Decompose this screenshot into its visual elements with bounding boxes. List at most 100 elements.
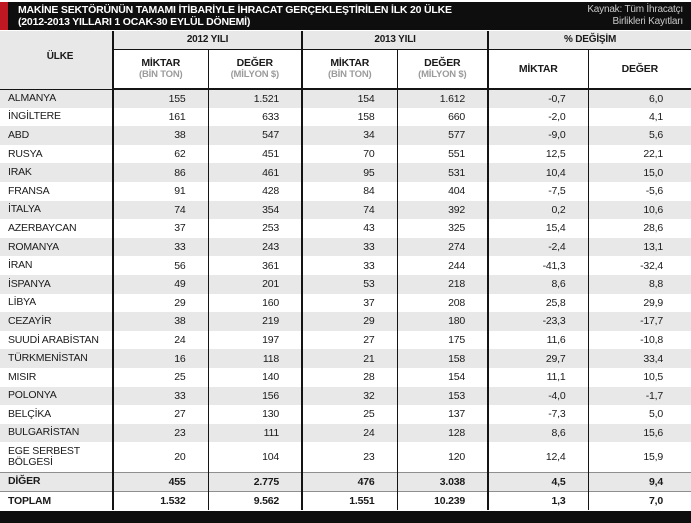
table-row: IRAK 86 461 95 531 10,4 15,0 [0, 163, 691, 182]
value-cell: 16 [112, 349, 208, 368]
value-cell: 161 [112, 107, 208, 127]
country-cell: EGE SERBEST BÖLGESİ [8, 445, 80, 469]
value-cell: 91 [112, 181, 208, 201]
value-cell: 21 [301, 349, 398, 368]
value-cell: 5,6 [587, 126, 691, 145]
country-cell: İTALYA [8, 203, 41, 216]
value-cell: -41,3 [487, 256, 589, 275]
value-cell: 11,6 [487, 330, 589, 350]
value-cell: 451 [207, 144, 303, 164]
value-cell: 6,0 [587, 89, 691, 108]
subheader-change-deger: DEĞER [587, 49, 691, 90]
table-row: MISIR 25 140 28 154 11,1 10,5 [0, 367, 691, 387]
country-cell: LİBYA [8, 296, 36, 309]
subheader-change-miktar: MİKTAR [487, 49, 589, 90]
value-cell: 153 [396, 386, 489, 406]
group-header-2013: 2013 YILI [301, 31, 489, 50]
country-cell: BELÇİKA [8, 407, 51, 420]
value-cell: 74 [301, 200, 398, 220]
country-cell: RUSYA [8, 147, 43, 160]
value-cell: 11,1 [487, 367, 589, 387]
value-cell: 218 [396, 274, 489, 294]
report-title: MAKİNE SEKTÖRÜNÜN TAMAMI İTİBARİYLE İHRA… [18, 4, 452, 28]
country-cell: TÜRKMENİSTAN [8, 352, 88, 365]
bottom-bar [0, 511, 691, 523]
subheader-label: DEĞER [424, 57, 461, 70]
source-line-1: Kaynak: Tüm İhracatçı [587, 4, 683, 15]
value-cell: -7,5 [487, 181, 589, 201]
value-cell: 15,4 [487, 219, 589, 238]
value-cell: 531 [396, 163, 489, 182]
country-column-header: ÜLKE [0, 31, 113, 90]
value-cell: 547 [207, 126, 303, 145]
value-cell: 8,8 [587, 274, 691, 294]
value-cell: 24 [112, 330, 208, 350]
subheader-2013-deger: DEĞER (MİLYON $) [396, 49, 489, 90]
value-cell: 137 [396, 405, 489, 424]
export-table: ÜLKE 2012 YILI 2013 YILI % DEĞİŞİM MİKTA… [0, 31, 691, 511]
value-cell: 43 [301, 219, 398, 238]
subheader-label: DEĞER [621, 62, 659, 75]
subheader-2012-miktar: MİKTAR (BİN TON) [112, 49, 208, 90]
country-cell: ALMANYA [8, 92, 57, 105]
value-cell: 38 [112, 126, 208, 145]
value-cell: 404 [396, 181, 489, 201]
value-cell: 274 [396, 237, 489, 257]
source-line-2: Birlikleri Kayıtları [612, 16, 684, 27]
value-cell: 53 [301, 274, 398, 294]
subheader-label: MİKTAR [141, 57, 181, 70]
value-cell: 2.775 [207, 472, 303, 492]
value-cell: 1.551 [301, 491, 398, 511]
value-cell: 158 [301, 107, 398, 127]
value-cell: 10,5 [587, 367, 691, 387]
table-row: RUSYA 62 451 70 551 12,5 22,1 [0, 144, 691, 164]
value-cell: 29 [301, 312, 398, 331]
table-row: FRANSA 91 428 84 404 -7,5 -5,6 [0, 181, 691, 201]
subheader-2012-deger: DEĞER (MİLYON $) [207, 49, 303, 90]
value-cell: 551 [396, 144, 489, 164]
title-bar: MAKİNE SEKTÖRÜNÜN TAMAMI İTİBARİYLE İHRA… [0, 2, 691, 30]
value-cell: 33 [112, 386, 208, 406]
value-cell: 86 [112, 163, 208, 182]
value-cell: 10.239 [396, 491, 489, 511]
table-row: TÜRKMENİSTAN 16 118 21 158 29,7 33,4 [0, 349, 691, 368]
table-row: ALMANYA 155 1.521 154 1.612 -0,7 6,0 [0, 89, 691, 108]
value-cell: 23 [301, 442, 398, 473]
value-cell: -0,7 [487, 89, 589, 108]
value-cell: 8,6 [487, 274, 589, 294]
value-cell: 15,6 [587, 423, 691, 443]
table-body: ALMANYA 155 1.521 154 1.612 -0,7 6,0 İNGİLTERE 1… [0, 89, 691, 511]
subheader-label: DEĞER [236, 57, 274, 70]
value-cell: 208 [396, 293, 489, 313]
value-cell: 1.532 [112, 491, 208, 511]
value-cell: -1,7 [587, 386, 691, 406]
value-cell: 9.562 [207, 491, 303, 511]
table-row: İNGİLTERE 161 633 158 660 -2,0 4,1 [0, 107, 691, 127]
value-cell: 10,6 [587, 200, 691, 220]
value-cell: 9,4 [587, 472, 691, 492]
value-cell: 70 [301, 144, 398, 164]
value-cell: 4,1 [587, 107, 691, 127]
country-cell: POLONYA [8, 389, 57, 402]
value-cell: 29,7 [487, 349, 589, 368]
value-cell: 29,9 [587, 293, 691, 313]
value-cell: 15,9 [587, 442, 691, 473]
country-cell: SUUDİ ARABİSTAN [8, 333, 99, 346]
value-cell: 12,5 [487, 144, 589, 164]
value-cell: 3.038 [396, 472, 489, 492]
summary-row: DİĞER 455 2.775 476 3.038 4,5 9,4 [0, 472, 691, 492]
value-cell: 34 [301, 126, 398, 145]
subheader-label: MİKTAR [330, 57, 370, 70]
value-cell: 95 [301, 163, 398, 182]
value-cell: 32 [301, 386, 398, 406]
country-cell: BULGARİSTAN [8, 426, 80, 439]
value-cell: 20 [112, 442, 208, 473]
value-cell: 128 [396, 423, 489, 443]
subheader-unit: (BİN TON) [328, 69, 372, 81]
value-cell: 243 [207, 237, 303, 257]
table-row: İTALYA 74 354 74 392 0,2 10,6 [0, 200, 691, 220]
value-cell: 197 [207, 330, 303, 350]
table-header: ÜLKE 2012 YILI 2013 YILI % DEĞİŞİM MİKTA… [0, 31, 691, 90]
value-cell: 325 [396, 219, 489, 238]
value-cell: -32,4 [587, 256, 691, 275]
